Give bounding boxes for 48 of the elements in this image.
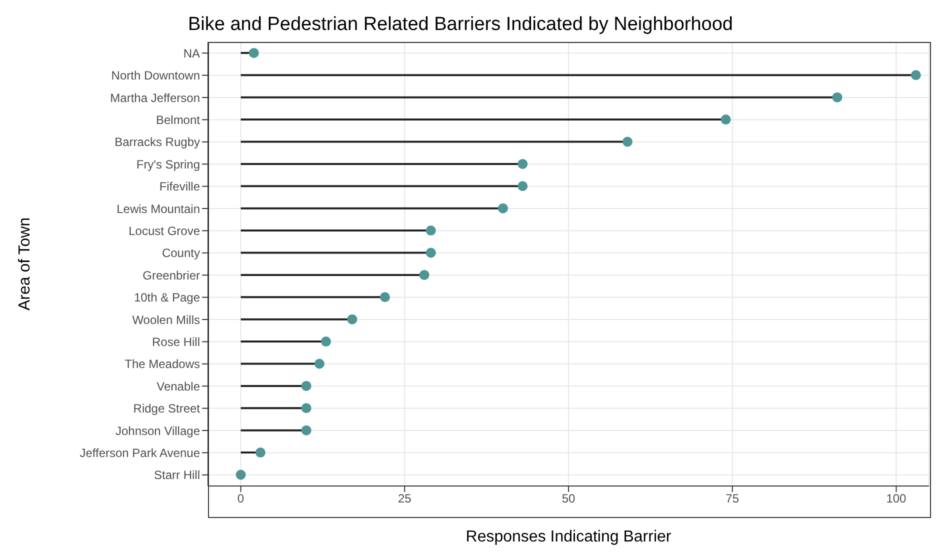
y-axis-title: Area of Town: [16, 217, 34, 311]
point: [255, 448, 266, 458]
y-tick-label: NA: [183, 46, 200, 60]
y-tick-label: Ridge Street: [133, 402, 201, 416]
y-tick-label: Martha Jefferson: [110, 90, 200, 105]
point: [380, 292, 390, 302]
y-tick-label: 10th & Page: [134, 290, 200, 305]
x-tick-label: 25: [398, 492, 412, 506]
y-tick-label: Starr Hill: [154, 468, 200, 482]
y-tick-label: Belmont: [156, 112, 201, 127]
point: [248, 48, 259, 58]
point: [720, 114, 731, 125]
point: [320, 336, 331, 347]
point: [518, 181, 528, 192]
point: [622, 136, 632, 147]
x-tick-label: 75: [726, 492, 740, 506]
y-tick-label: Rose Hill: [152, 334, 200, 349]
chart-title: Bike and Pedestrian Related Barriers Indicated by Neighborhood: [188, 14, 734, 36]
point: [236, 470, 246, 480]
point: [314, 358, 324, 369]
y-tick-label: North Downtown: [111, 68, 200, 83]
y-tick-label: Barracks Rugby: [114, 135, 200, 150]
point: [426, 226, 436, 236]
x-axis-title: Responses Indicating Barrier: [466, 528, 672, 546]
y-tick-label: Johnson Village: [115, 424, 200, 438]
point: [910, 70, 921, 80]
y-tick-label: Lewis Mountain: [116, 202, 200, 216]
x-tick-label: 100: [886, 492, 907, 506]
y-tick-label: Fifeville: [159, 180, 200, 194]
point: [832, 92, 842, 102]
y-tick-label: Woolen Mills: [132, 312, 200, 327]
y-tick-label: The Meadows: [124, 357, 200, 372]
point: [301, 403, 312, 414]
point: [498, 203, 508, 214]
point: [301, 425, 312, 436]
point: [347, 314, 358, 324]
point: [426, 248, 436, 258]
y-tick-label: Jefferson Park Avenue: [80, 446, 200, 460]
y-tick-label: Locust Grove: [128, 224, 200, 238]
y-tick-label: Venable: [156, 379, 200, 394]
x-tick-label: 50: [562, 492, 576, 506]
point: [301, 380, 312, 391]
point: [419, 270, 430, 280]
y-tick-label: Fry's Spring: [136, 157, 200, 172]
x-tick-label: 0: [237, 492, 244, 506]
y-tick-label: Greenbrier: [142, 268, 200, 282]
y-tick-label: County: [162, 246, 200, 260]
point: [518, 158, 528, 169]
